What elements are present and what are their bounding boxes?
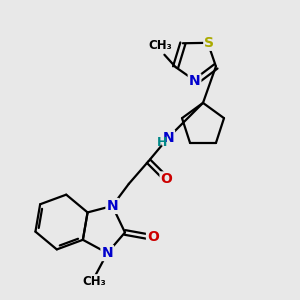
Text: O: O (147, 230, 159, 244)
Text: CH₃: CH₃ (148, 39, 172, 52)
Text: N: N (106, 199, 118, 213)
Text: N: N (162, 130, 174, 145)
Text: H: H (157, 136, 167, 149)
Text: N: N (101, 246, 113, 260)
Text: N: N (189, 74, 200, 88)
Text: S: S (204, 36, 214, 50)
Text: O: O (160, 172, 172, 186)
Text: CH₃: CH₃ (82, 275, 106, 288)
